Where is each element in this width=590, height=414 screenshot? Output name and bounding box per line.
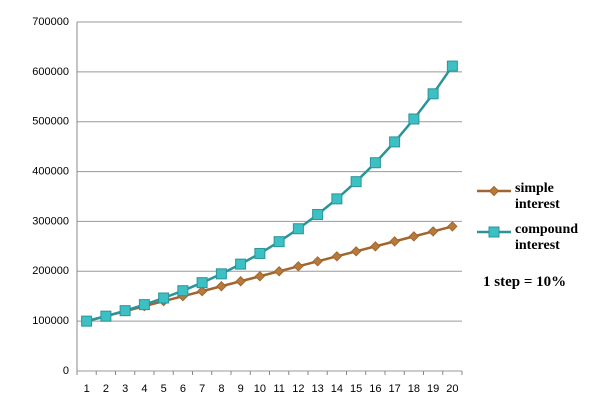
y-tick-label: 600000 — [32, 66, 69, 78]
marker — [427, 226, 439, 237]
x-tick-label: 10 — [254, 383, 266, 395]
marker — [196, 277, 208, 289]
x-tick-label: 8 — [218, 383, 224, 395]
legend-label: simple interest — [515, 181, 560, 212]
marker — [254, 271, 266, 282]
marker — [215, 268, 227, 280]
x-tick-label: 13 — [312, 383, 324, 395]
x-tick-label: 7 — [199, 383, 205, 395]
y-tick-label: 0 — [63, 365, 69, 377]
marker — [235, 276, 246, 287]
y-tick-label: 300000 — [32, 215, 69, 227]
marker — [369, 157, 381, 169]
legend-marker — [488, 185, 500, 197]
marker — [273, 236, 285, 248]
marker — [273, 266, 285, 277]
x-tick-label: 6 — [180, 383, 186, 395]
y-tick-label: 200000 — [32, 265, 69, 277]
marker — [138, 299, 150, 311]
marker — [100, 310, 112, 322]
x-tick-label: 18 — [408, 383, 420, 395]
x-tick-label: 14 — [331, 383, 343, 395]
marker — [312, 256, 323, 267]
marker — [235, 258, 247, 270]
y-tick-label: 700000 — [32, 16, 69, 28]
x-tick-label: 2 — [103, 383, 109, 395]
marker — [196, 286, 208, 297]
legend-marker — [488, 226, 500, 238]
marker — [350, 246, 362, 257]
x-tick-label: 5 — [161, 383, 167, 395]
y-tick-label: 500000 — [32, 116, 69, 128]
marker — [292, 223, 304, 235]
x-tick-label: 1 — [84, 383, 90, 395]
x-tick-label: 15 — [350, 383, 362, 395]
marker — [216, 281, 227, 292]
x-tick-label: 17 — [389, 383, 401, 395]
marker — [81, 315, 93, 327]
y-tick-label: 400000 — [32, 165, 69, 177]
marker — [389, 136, 401, 148]
marker — [177, 285, 189, 297]
marker — [254, 247, 266, 259]
marker — [331, 193, 343, 205]
marker — [312, 209, 324, 221]
marker — [408, 113, 420, 125]
x-tick-label: 11 — [273, 383, 284, 395]
marker — [446, 60, 458, 72]
x-tick-label: 3 — [122, 383, 128, 395]
x-tick-label: 12 — [292, 383, 304, 395]
marker — [119, 305, 131, 317]
marker — [427, 88, 439, 100]
marker — [293, 261, 304, 272]
marker — [408, 231, 420, 242]
annotation: 1 step = 10% — [483, 274, 567, 290]
series-line — [86, 65, 454, 323]
x-tick-label: 16 — [369, 383, 381, 395]
x-tick-label: 4 — [141, 383, 147, 395]
x-tick-label: 9 — [238, 383, 244, 395]
y-tick-label: 100000 — [32, 315, 69, 327]
legend-label: compound interest — [515, 222, 579, 253]
marker — [447, 221, 458, 232]
marker — [370, 241, 381, 252]
marker — [389, 236, 400, 247]
marker — [350, 176, 362, 188]
x-tick-label: 20 — [446, 383, 458, 395]
x-tick-label: 19 — [427, 383, 439, 395]
marker — [331, 251, 343, 262]
marker — [158, 292, 170, 304]
